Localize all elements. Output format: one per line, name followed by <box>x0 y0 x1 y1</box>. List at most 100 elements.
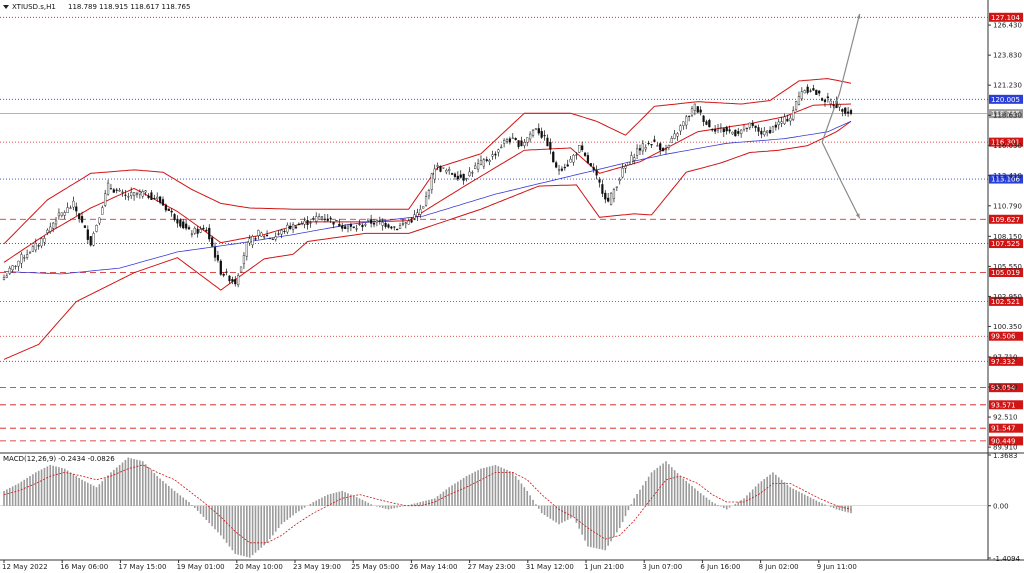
candle-body <box>728 129 731 132</box>
price-level-tag <box>989 268 1023 278</box>
price-level-tag <box>989 296 1023 306</box>
candle-body <box>719 127 723 129</box>
candle-body <box>89 236 92 246</box>
x-tick-label: 17 May 15:00 <box>118 563 166 571</box>
candle-body <box>500 146 503 149</box>
candle-body <box>367 218 370 221</box>
price-level-label: 102.521 <box>991 298 1020 306</box>
price-grid <box>0 0 1024 561</box>
candle-body <box>86 229 89 240</box>
candle-body <box>534 128 538 131</box>
candle-body <box>352 226 355 228</box>
price-level-tag <box>989 137 1023 147</box>
forecast-arrow-head <box>855 213 860 219</box>
candle-body <box>607 197 610 202</box>
candle-body <box>847 111 850 114</box>
price-level-tag <box>989 423 1023 433</box>
candle-body <box>670 138 673 144</box>
candle-body <box>771 126 775 133</box>
forecast-arrows <box>821 13 861 219</box>
candle-body <box>170 210 173 213</box>
candle-body <box>248 238 251 244</box>
candle-body <box>300 223 303 226</box>
candle-body <box>800 91 803 99</box>
candle-body <box>572 155 575 163</box>
y-tick-label: 89.910 <box>993 444 1018 452</box>
x-tick-label: 3 Jun 07:00 <box>642 563 682 571</box>
candle-body <box>529 133 532 140</box>
candle-body <box>28 252 32 254</box>
candle-body <box>485 159 488 162</box>
candle-body <box>450 173 454 175</box>
candle-body <box>422 206 425 209</box>
candle-body <box>393 226 396 228</box>
candle-body <box>488 160 491 162</box>
candle-body <box>476 163 480 170</box>
candle-body <box>398 225 402 229</box>
candle-body <box>127 196 130 198</box>
candle-body <box>277 233 280 235</box>
candle-body <box>280 229 283 235</box>
candle-body <box>468 171 471 177</box>
candle-body <box>34 242 37 251</box>
price-level-label: 105.019 <box>991 269 1020 277</box>
candle-body <box>43 238 46 243</box>
y-tick-label: 100.350 <box>993 323 1022 331</box>
candle-body <box>537 128 540 134</box>
price-level-label: 93.571 <box>991 401 1016 409</box>
candle-body <box>436 165 439 167</box>
candle-body <box>37 245 40 247</box>
x-tick-label: 16 May 06:00 <box>60 563 108 571</box>
candle-body <box>633 157 636 161</box>
candle-body <box>430 173 433 190</box>
x-tick-label: 27 May 23:00 <box>468 563 516 571</box>
candle-body <box>806 86 809 93</box>
candle-body <box>647 142 650 144</box>
symbol-dropdown-icon[interactable] <box>3 5 9 9</box>
y-tick-label: 92.510 <box>993 414 1018 422</box>
candle-body <box>578 145 581 153</box>
candle-body <box>190 233 194 235</box>
candle-body <box>820 98 824 101</box>
candle-body <box>416 212 419 217</box>
candle-body <box>338 223 341 227</box>
y-tick-label: 123.830 <box>993 52 1022 60</box>
candle-body <box>780 121 783 124</box>
candle-body <box>60 212 63 216</box>
candle-body <box>482 159 485 167</box>
candle-body <box>132 192 136 196</box>
price-level-label: 107.525 <box>991 240 1020 248</box>
candle-body <box>661 147 665 152</box>
candle-body <box>112 189 115 193</box>
candle-body <box>439 166 442 172</box>
candle-body <box>838 104 841 108</box>
y-tick-label: 113.410 <box>993 172 1022 180</box>
y-tick-label: 108.150 <box>993 233 1022 241</box>
candle-body <box>841 109 844 112</box>
candle-body <box>494 153 497 156</box>
candle-body <box>8 267 11 274</box>
y-tick-label: 116.030 <box>993 142 1022 150</box>
candle-body <box>219 260 222 275</box>
price-level-tag <box>989 109 1023 119</box>
y-tick-label: 102.950 <box>993 293 1022 301</box>
candle-body <box>722 128 725 133</box>
candle-body <box>589 163 592 166</box>
y-tick-label: 97.710 <box>993 353 1018 361</box>
candle-body <box>627 161 630 166</box>
ohlc-values: 118.789 118.915 118.617 118.765 <box>68 3 190 11</box>
candle-body <box>815 89 818 95</box>
candle-body <box>766 130 769 133</box>
candle-body <box>664 148 668 151</box>
price-axis: 126.430 123.830 121.230 118.630 116.030 113.4… <box>988 22 1022 452</box>
candle-body <box>225 271 228 273</box>
candle-body <box>407 220 410 225</box>
candle-body <box>549 142 552 150</box>
candle-body <box>141 191 144 197</box>
candle-body <box>208 227 211 240</box>
forecast-arrow-line <box>821 13 861 143</box>
candle-body <box>26 254 29 258</box>
candle-body <box>774 124 777 128</box>
candle-body <box>263 236 266 238</box>
candle-body <box>202 227 205 230</box>
